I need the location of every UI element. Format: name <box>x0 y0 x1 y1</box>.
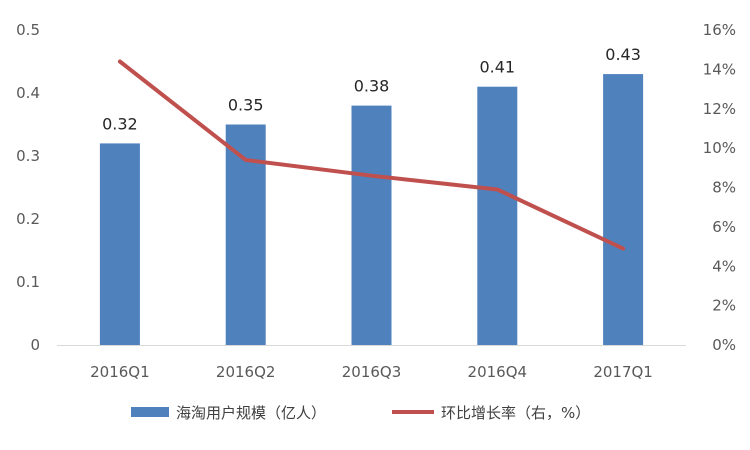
right-axis-tick-label: 14% <box>703 60 736 78</box>
left-axis-tick-labels: 0 0.1 0.2 0.3 0.4 0.5 <box>16 21 40 354</box>
x-axis-tick-label: 2016Q4 <box>468 363 528 381</box>
right-axis-tick-label: 6% <box>712 218 736 236</box>
left-axis-tick-label: 0.5 <box>16 21 40 39</box>
x-axis-tick-label: 2016Q3 <box>342 363 402 381</box>
left-axis-tick-label: 0 <box>30 336 40 354</box>
legend-swatch-bar <box>131 407 169 417</box>
series-line <box>117 59 626 251</box>
bar <box>477 86 518 345</box>
bar-series <box>99 74 644 345</box>
bar-data-label: 0.41 <box>479 58 515 77</box>
left-axis-tick-label: 0.1 <box>16 273 40 291</box>
left-axis-tick-label: 0.2 <box>16 210 40 228</box>
bar-data-label: 0.38 <box>354 77 390 96</box>
right-axis-tick-label: 12% <box>703 100 736 118</box>
legend-label-line: 环比增长率（右，%） <box>441 404 590 422</box>
x-axis-tick-labels: 2016Q1 2016Q2 2016Q3 2016Q4 2017Q1 <box>90 363 653 381</box>
right-axis-tick-label: 4% <box>712 257 736 275</box>
bar <box>603 74 644 345</box>
line-series <box>117 59 626 251</box>
legend-label-bar: 海淘用户规模（亿人） <box>176 404 326 422</box>
right-axis-tick-labels: 0% 2% 4% 6% 8% 10% 12% 14% 16% <box>703 21 736 354</box>
x-axis-tick-label: 2016Q2 <box>216 363 276 381</box>
right-axis-tick-label: 16% <box>703 21 736 39</box>
x-axis-tick-label: 2016Q1 <box>90 363 150 381</box>
x-axis-tick-label: 2017Q1 <box>593 363 653 381</box>
right-axis-tick-label: 8% <box>712 179 736 197</box>
left-axis-tick-label: 0.4 <box>16 84 40 102</box>
bar <box>351 105 392 345</box>
bar <box>99 143 140 345</box>
bar-data-label: 0.43 <box>605 45 641 64</box>
right-axis-tick-label: 0% <box>712 336 736 354</box>
bar-data-label: 0.32 <box>102 114 138 133</box>
bar-data-labels: 0.32 0.35 0.38 0.41 0.43 <box>102 45 641 133</box>
bar-data-label: 0.35 <box>228 96 264 115</box>
right-axis-tick-label: 2% <box>712 297 736 315</box>
right-axis-tick-label: 10% <box>703 139 736 157</box>
legend: 海淘用户规模（亿人） 环比增长率（右，%） <box>131 404 590 422</box>
left-axis-tick-label: 0.3 <box>16 147 40 165</box>
